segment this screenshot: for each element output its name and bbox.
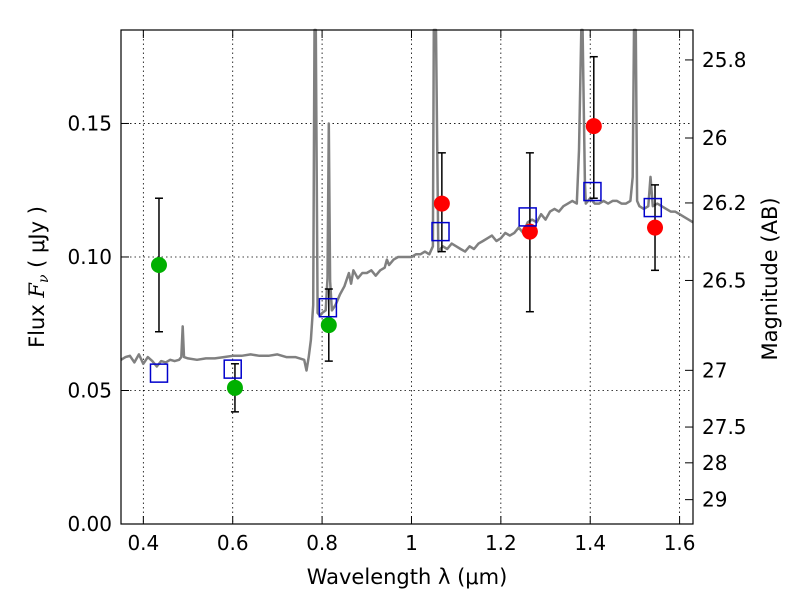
x-tick-label: 1.6 [664,531,696,555]
y2-tick-label: 27.5 [702,415,747,439]
model-square [318,297,338,318]
y2-tick-label: 28 [702,451,727,475]
plot-background [121,30,693,524]
y-tick-label: 0.15 [67,111,112,135]
y2-tick-label: 29 [702,488,727,512]
y2-tick-label: 26 [702,126,727,150]
model-spectrum [120,28,694,372]
red-data-point [521,223,538,240]
y2-tick-label: 26.5 [702,268,747,292]
green-data-point [320,317,337,334]
y-axis-label-unit: ( μJy ) [25,206,49,274]
y2-tick-label: 27 [702,358,727,382]
model-square [643,197,663,218]
y-tick-label: 0.00 [67,512,112,536]
y-axis-label-text: Flux [25,298,49,348]
y2-tick-label: 26.2 [702,191,747,215]
model-square [583,181,602,202]
y-tick-label: 0.05 [67,378,112,402]
y-axis-label-symbol: F [25,282,49,299]
model-square [223,359,242,379]
x-tick-label: 1.2 [485,531,517,555]
x-tick-label: 0.4 [127,531,159,555]
green-data-point [150,256,167,273]
y2-axis-label: Magnitude (AB) [758,197,782,360]
model-square [149,363,169,383]
model-photometry [149,181,663,383]
red-data-point [585,118,602,135]
plot-frame [120,29,694,525]
data-points [150,118,664,396]
x-tick-label: 1.4 [574,531,606,555]
model-square [518,207,537,227]
y-axis-label-subscript: ν [36,274,52,283]
ticks: 0.4 0.6 0.8 1 1.2 1.4 1.6 0.00 0.05 0.10 0.15 25.8 2… [67,30,747,555]
red-data-point [647,219,664,236]
x-tick-label: 0.6 [217,531,249,555]
x-tick-label: 0.8 [306,531,338,555]
model-square [431,221,450,242]
green-data-point [226,379,243,396]
y2-tick-label: 25.8 [702,48,747,72]
x-axis-label: Wavelength λ (μm) [307,565,508,589]
red-data-point [433,195,450,212]
x-tick-label: 1 [405,531,418,555]
y-tick-label: 0.10 [67,245,112,269]
y-axis-label: Flux Fν ( μJy ) [25,206,52,348]
spectrum-line [120,28,694,372]
